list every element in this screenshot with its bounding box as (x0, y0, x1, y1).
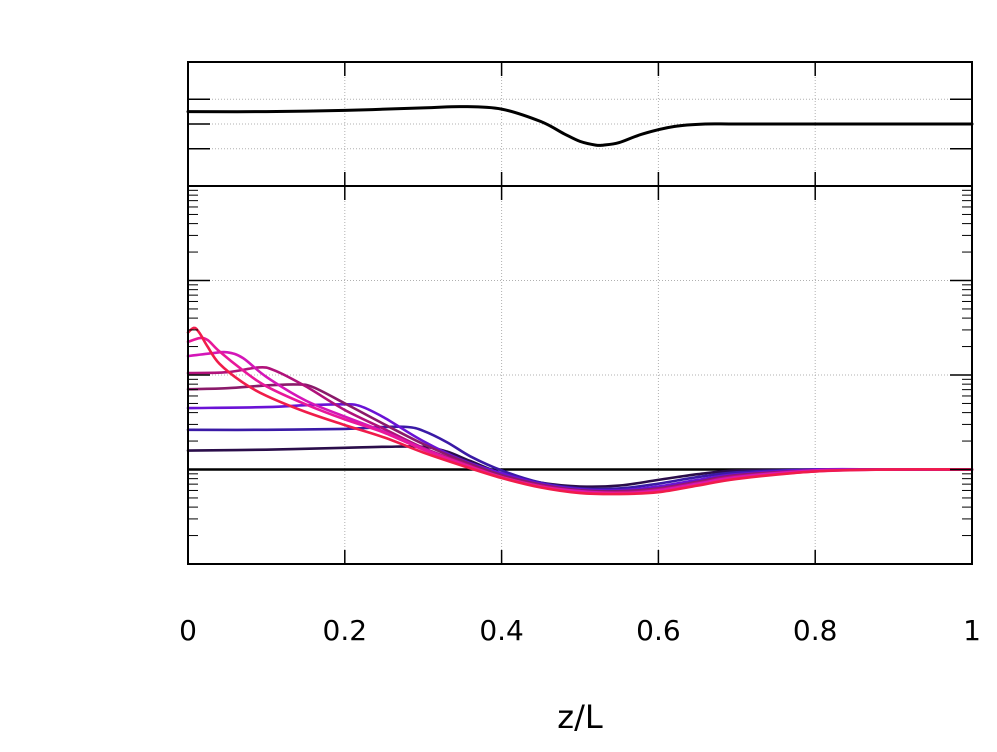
top-series-line-0 (186, 105, 974, 147)
bottom-series-line-0 (186, 445, 974, 489)
series-layer (186, 105, 974, 496)
x-tick-label-1: 0.2 (323, 614, 368, 647)
label-layer: 0 0.2 0.4 0.6 0.8 1 (179, 614, 981, 647)
x-axis-title: z/L (557, 698, 603, 736)
bottom-series-line-1 (186, 425, 974, 491)
bottom-series-line-2 (186, 402, 974, 492)
bottom-panel-frame (187, 185, 973, 565)
grid-layer (188, 62, 972, 564)
x-tick-label-3: 0.6 (636, 614, 681, 647)
x-tick-label-4: 0.8 (793, 614, 838, 647)
x-tick-label-0: 0 (179, 614, 197, 647)
x-tick-label-2: 0.4 (479, 614, 524, 647)
x-tick-label-5: 1 (963, 614, 981, 647)
bottom-series-line-5 (186, 350, 974, 495)
bottom-series-line-7 (186, 326, 974, 496)
